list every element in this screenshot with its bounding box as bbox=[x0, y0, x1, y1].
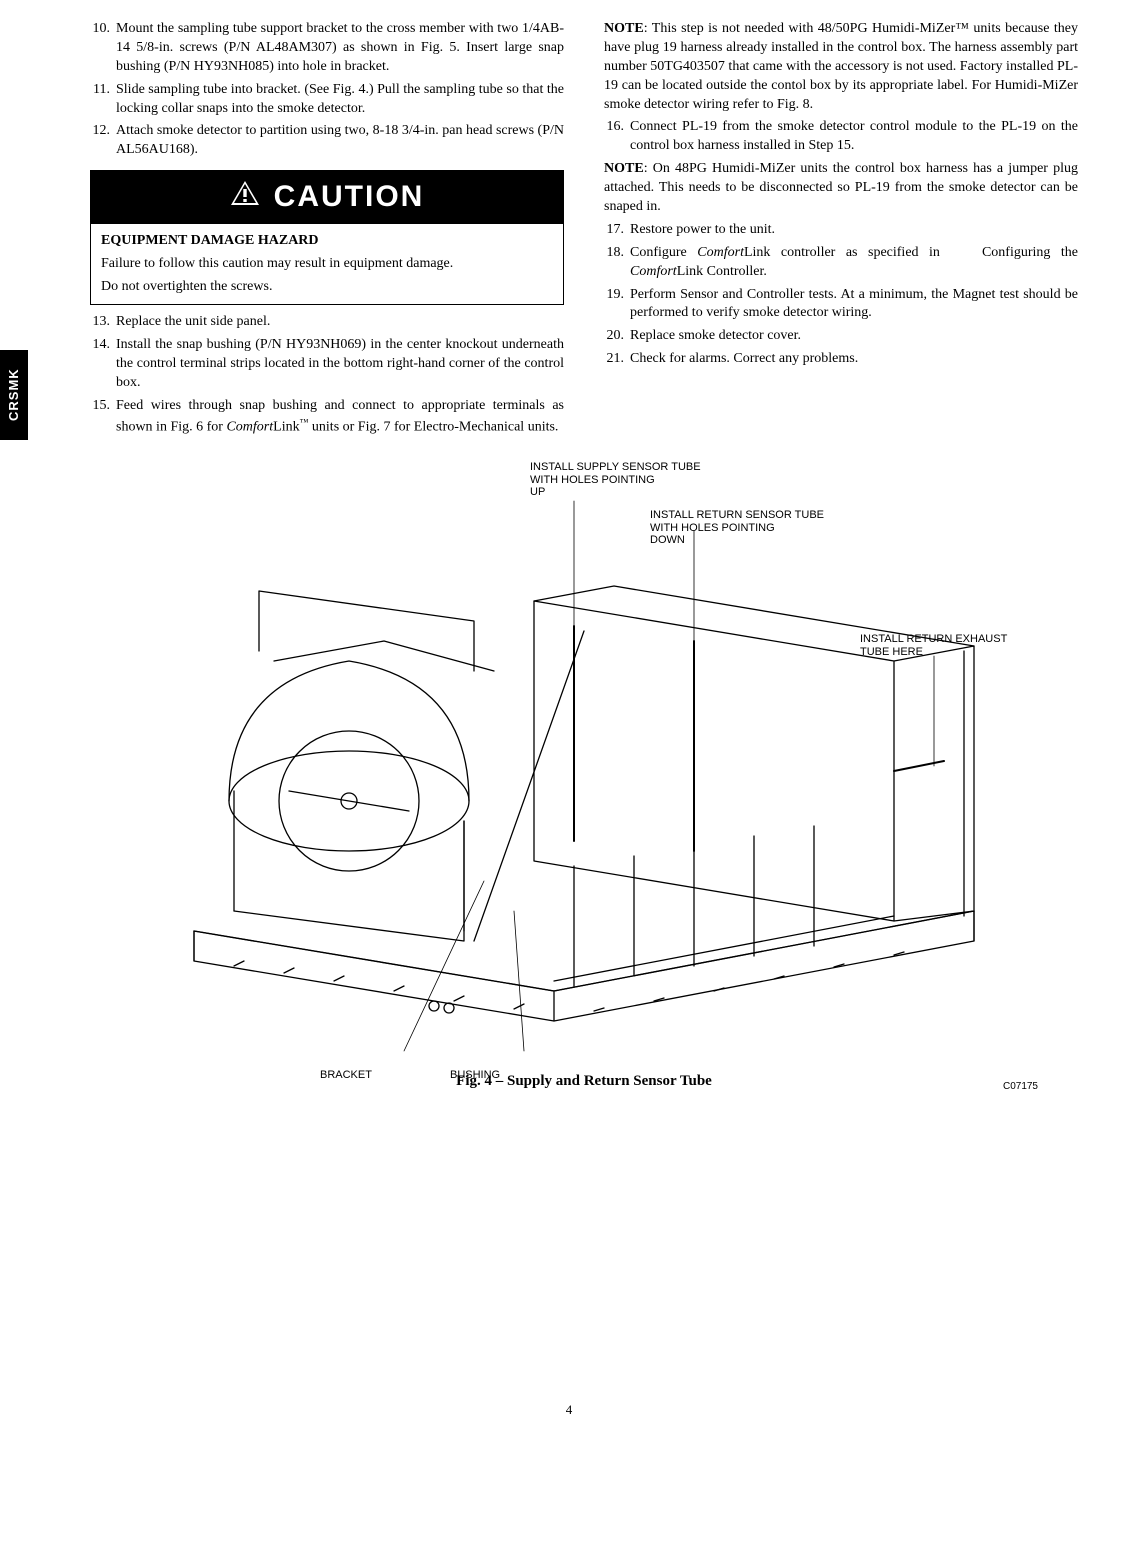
step-text: Perform Sensor and Controller tests. At … bbox=[630, 286, 1078, 324]
label-bushing: BUSHING bbox=[450, 1069, 500, 1081]
label-supply: INSTALL SUPPLY SENSOR TUBEWITH HOLES POI… bbox=[530, 461, 701, 497]
note-2: NOTE: On 48PG Humidi-MiZer units the con… bbox=[604, 160, 1078, 217]
caution-heading: EQUIPMENT DAMAGE HAZARD bbox=[101, 232, 553, 251]
warning-icon bbox=[230, 177, 260, 218]
step-number: 21. bbox=[604, 350, 630, 369]
step-number: 12. bbox=[90, 122, 116, 160]
step-text: Check for alarms. Correct any problems. bbox=[630, 350, 1078, 369]
step-text: Slide sampling tube into bracket. (See F… bbox=[116, 81, 564, 119]
step-15: 15.Feed wires through snap bushing and c… bbox=[90, 397, 564, 437]
step-20: 20.Replace smoke detector cover. bbox=[604, 327, 1078, 346]
step-text: Connect PL-19 from the smoke detector co… bbox=[630, 118, 1078, 156]
caution-body: EQUIPMENT DAMAGE HAZARD Failure to follo… bbox=[91, 224, 563, 305]
steps-group-a: 10.Mount the sampling tube support brack… bbox=[90, 20, 564, 160]
step-text: Replace smoke detector cover. bbox=[630, 327, 1078, 346]
steps-group-c: 16.Connect PL-19 from the smoke detector… bbox=[604, 118, 1078, 156]
step-number: 14. bbox=[90, 336, 116, 393]
step-text: Replace the unit side panel. bbox=[116, 313, 564, 332]
caution-header: CAUTION bbox=[91, 171, 563, 224]
step-21: 21.Check for alarms. Correct any problem… bbox=[604, 350, 1078, 369]
left-column: 10.Mount the sampling tube support brack… bbox=[90, 20, 564, 441]
caution-box: CAUTION EQUIPMENT DAMAGE HAZARD Failure … bbox=[90, 170, 564, 305]
page-number: 4 bbox=[60, 1401, 1078, 1419]
step-number: 17. bbox=[604, 221, 630, 240]
figure-code: C07175 bbox=[1003, 1080, 1038, 1094]
caution-text-1: Failure to follow this caution may resul… bbox=[101, 255, 553, 274]
step-16: 16.Connect PL-19 from the smoke detector… bbox=[604, 118, 1078, 156]
step-text: Mount the sampling tube support bracket … bbox=[116, 20, 564, 77]
label-exhaust: INSTALL RETURN EXHAUSTTUBE HERE bbox=[860, 633, 1007, 657]
step-18: 18.Configure ComfortLink controller as s… bbox=[604, 244, 1078, 282]
step-17: 17.Restore power to the unit. bbox=[604, 221, 1078, 240]
step-19: 19.Perform Sensor and Controller tests. … bbox=[604, 286, 1078, 324]
steps-group-b: 13.Replace the unit side panel. 14.Insta… bbox=[90, 313, 564, 437]
step-text: Install the snap bushing (P/N HY93NH069)… bbox=[116, 336, 564, 393]
note-1: NOTE: This step is not needed with 48/50… bbox=[604, 20, 1078, 114]
step-number: 16. bbox=[604, 118, 630, 156]
steps-group-d: 17.Restore power to the unit. 18.Configu… bbox=[604, 221, 1078, 369]
caution-text-2: Do not overtighten the screws. bbox=[101, 278, 553, 297]
step-10: 10.Mount the sampling tube support brack… bbox=[90, 20, 564, 77]
step-number: 19. bbox=[604, 286, 630, 324]
caution-title: CAUTION bbox=[274, 177, 425, 218]
step-12: 12.Attach smoke detector to partition us… bbox=[90, 122, 564, 160]
step-11: 11.Slide sampling tube into bracket. (Se… bbox=[90, 81, 564, 119]
label-bracket: BRACKET bbox=[320, 1069, 372, 1081]
step-14: 14.Install the snap bushing (P/N HY93NH0… bbox=[90, 336, 564, 393]
figure-caption: Fig. 4 – Supply and Return Sensor Tube bbox=[90, 1071, 1078, 1091]
step-text: Attach smoke detector to partition using… bbox=[116, 122, 564, 160]
step-number: 18. bbox=[604, 244, 630, 282]
figure-4: INSTALL SUPPLY SENSOR TUBEWITH HOLES POI… bbox=[60, 461, 1078, 1121]
right-column: NOTE: This step is not needed with 48/50… bbox=[604, 20, 1078, 441]
step-number: 10. bbox=[90, 20, 116, 77]
step-text: Feed wires through snap bushing and conn… bbox=[116, 397, 564, 437]
unit-diagram bbox=[134, 461, 1034, 1061]
side-tab: CRSMK bbox=[0, 350, 28, 440]
step-number: 15. bbox=[90, 397, 116, 437]
step-text: Configure ComfortLink controller as spec… bbox=[630, 244, 1078, 282]
step-number: 13. bbox=[90, 313, 116, 332]
step-number: 11. bbox=[90, 81, 116, 119]
step-number: 20. bbox=[604, 327, 630, 346]
label-return: INSTALL RETURN SENSOR TUBEWITH HOLES POI… bbox=[650, 509, 824, 545]
step-13: 13.Replace the unit side panel. bbox=[90, 313, 564, 332]
step-text: Restore power to the unit. bbox=[630, 221, 1078, 240]
